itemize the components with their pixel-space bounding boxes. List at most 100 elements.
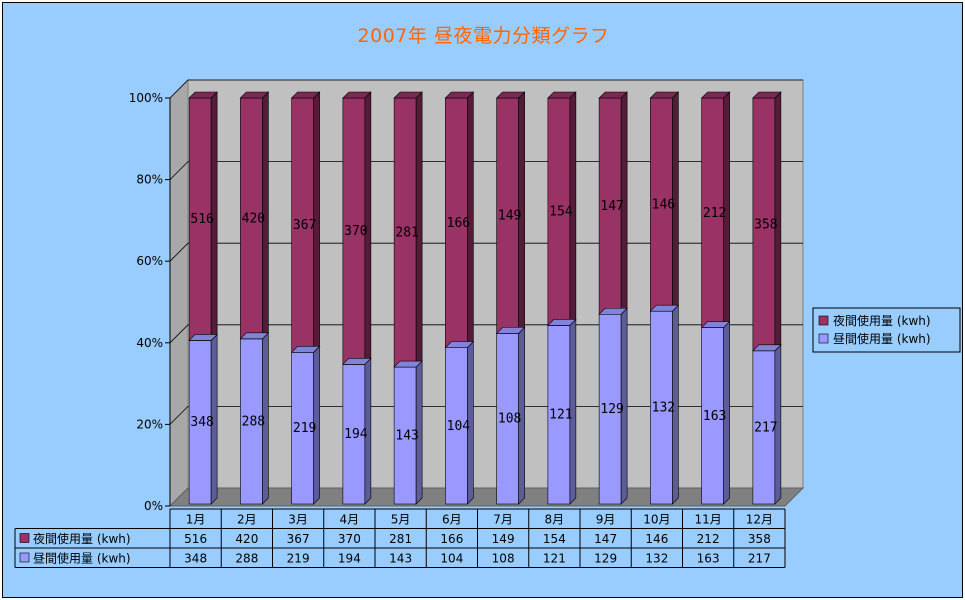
data-label-night: 516 [190, 212, 213, 227]
data-label-night: 166 [447, 216, 470, 231]
table-cell-night: 420 [235, 532, 258, 546]
table-cell-night: 516 [184, 532, 207, 546]
data-label-night: 358 [754, 217, 777, 232]
table-header-cell: 12月 [746, 513, 773, 527]
table-cell-day: 163 [697, 552, 720, 566]
table-cell-night: 147 [594, 532, 617, 546]
data-label-night: 420 [242, 211, 265, 226]
bar-night-top [752, 91, 782, 99]
data-label-day: 129 [600, 402, 623, 417]
table-cell-day: 132 [645, 552, 668, 566]
data-label-day: 163 [703, 409, 726, 424]
table-cell-day: 104 [440, 552, 463, 566]
data-label-day: 121 [549, 408, 572, 423]
bar-night-top [649, 91, 680, 99]
data-label-day: 132 [652, 401, 675, 416]
data-label-night: 370 [344, 224, 367, 239]
bar-day-top [393, 360, 423, 368]
data-label-day: 348 [190, 415, 213, 430]
bar-night-top [342, 91, 372, 99]
table-header-cell: 1月 [186, 513, 206, 527]
table-header-cell: 10月 [643, 513, 670, 527]
bar-night-top [290, 91, 321, 99]
data-label-night: 281 [395, 226, 418, 241]
table-header-cell: 9月 [596, 513, 616, 527]
y-tick-label: 20% [136, 417, 163, 431]
bar-day-top [342, 358, 372, 365]
data-label-day: 217 [754, 420, 777, 435]
table-cell-night: 358 [748, 532, 771, 546]
bar-night-top [700, 91, 731, 99]
gridline [169, 242, 803, 262]
table-series-label-night: 夜間使用量 (kwh) [33, 531, 131, 546]
table-header-cell: 7月 [493, 513, 513, 527]
table-cell-day: 288 [235, 552, 258, 566]
bar-night-top [393, 91, 423, 99]
y-tick-label: 40% [136, 336, 163, 350]
gridline [169, 405, 803, 425]
gridline [169, 79, 803, 99]
y-tick-label: 100% [129, 91, 163, 105]
table-header-cell: 5月 [391, 513, 411, 527]
bar-night-top [598, 91, 628, 99]
table-series-label-day: 昼間使用量 (kwh) [33, 551, 131, 566]
data-label-night: 146 [652, 198, 675, 213]
bar-day-top [649, 304, 680, 312]
table-header-cell: 11月 [694, 513, 721, 527]
table-cell-night: 146 [645, 532, 668, 546]
legend-key-day [818, 333, 829, 344]
bar-day-top [547, 319, 577, 326]
table-cell-night: 149 [492, 532, 515, 546]
table-cell-night: 166 [440, 532, 463, 546]
bar-day-top [290, 345, 321, 353]
table-cell-day: 217 [748, 552, 771, 566]
bar-night-top [547, 91, 577, 99]
data-label-day: 108 [498, 412, 521, 427]
legend-label-night: 夜間使用量 (kwh) [833, 313, 931, 328]
data-label-day: 143 [395, 429, 418, 444]
bar-day-top [700, 321, 731, 328]
table-cell-day: 108 [492, 552, 515, 566]
table-header-cell: 3月 [288, 513, 308, 527]
table-header-cell: 4月 [340, 513, 360, 527]
table-cell-day: 129 [594, 552, 617, 566]
table-cell-day: 219 [287, 552, 310, 566]
table-cell-night: 367 [287, 532, 310, 546]
data-label-night: 212 [703, 206, 726, 221]
gridline [169, 161, 803, 180]
data-label-day: 219 [293, 421, 316, 436]
bar-day-top [495, 327, 526, 334]
table-key-day [19, 552, 30, 563]
y-tick-label: 60% [136, 254, 163, 268]
table-header-cell: 2月 [237, 513, 257, 527]
data-label-night: 147 [600, 199, 623, 214]
y-tick-label: 80% [136, 173, 163, 187]
bar-night-top [239, 91, 270, 99]
table-cell-night: 281 [389, 532, 412, 546]
bar-night-top [444, 91, 475, 99]
legend-box [812, 307, 961, 353]
side-wall [169, 78, 189, 508]
table-cell-night: 212 [697, 532, 720, 546]
data-label-night: 367 [293, 218, 316, 233]
data-label-day: 104 [447, 419, 471, 434]
data-label-day: 288 [242, 414, 265, 429]
floor [168, 487, 805, 507]
table-cell-night: 370 [338, 532, 361, 546]
data-label-night: 154 [549, 205, 573, 220]
table-cell-day: 121 [543, 552, 566, 566]
gridline [169, 324, 803, 344]
table-cell-day: 194 [338, 552, 361, 566]
table-key-night [19, 533, 30, 543]
data-label-night: 149 [498, 209, 521, 224]
chart-title: 2007年 昼夜電力分類グラフ [357, 25, 610, 47]
legend-key-night [818, 315, 829, 326]
bar-day-top [752, 344, 782, 352]
legend-label-day: 昼間使用量 (kwh) [833, 331, 931, 346]
table-cell-day: 348 [184, 552, 207, 566]
table-header-cell: 8月 [545, 513, 565, 527]
bar-day-top [444, 341, 475, 348]
data-label-day: 194 [344, 427, 368, 442]
bar-day-top [239, 332, 270, 340]
